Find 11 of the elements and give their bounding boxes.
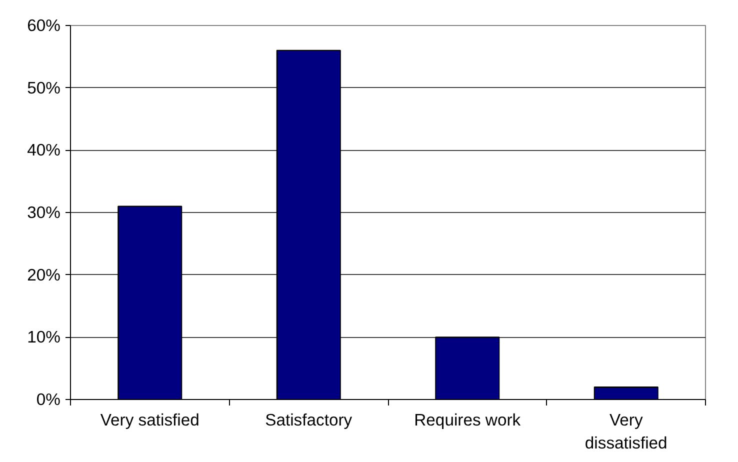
x-tick-label: Very dissatisfied xyxy=(584,410,668,452)
y-tick-label: 50% xyxy=(27,78,61,98)
y-tick-label: 10% xyxy=(27,328,61,347)
x-tick-label: Very satisfied xyxy=(100,410,200,430)
y-tick-label: 40% xyxy=(27,140,61,160)
y-tick-label: 30% xyxy=(27,203,61,222)
x-tick-label: Requires work xyxy=(414,410,522,430)
y-tick-label: 0% xyxy=(36,390,61,409)
y-tick-label: 20% xyxy=(27,265,61,284)
y-tick-label: 60% xyxy=(27,16,61,35)
x-tick-label: Satisfactory xyxy=(265,410,353,430)
